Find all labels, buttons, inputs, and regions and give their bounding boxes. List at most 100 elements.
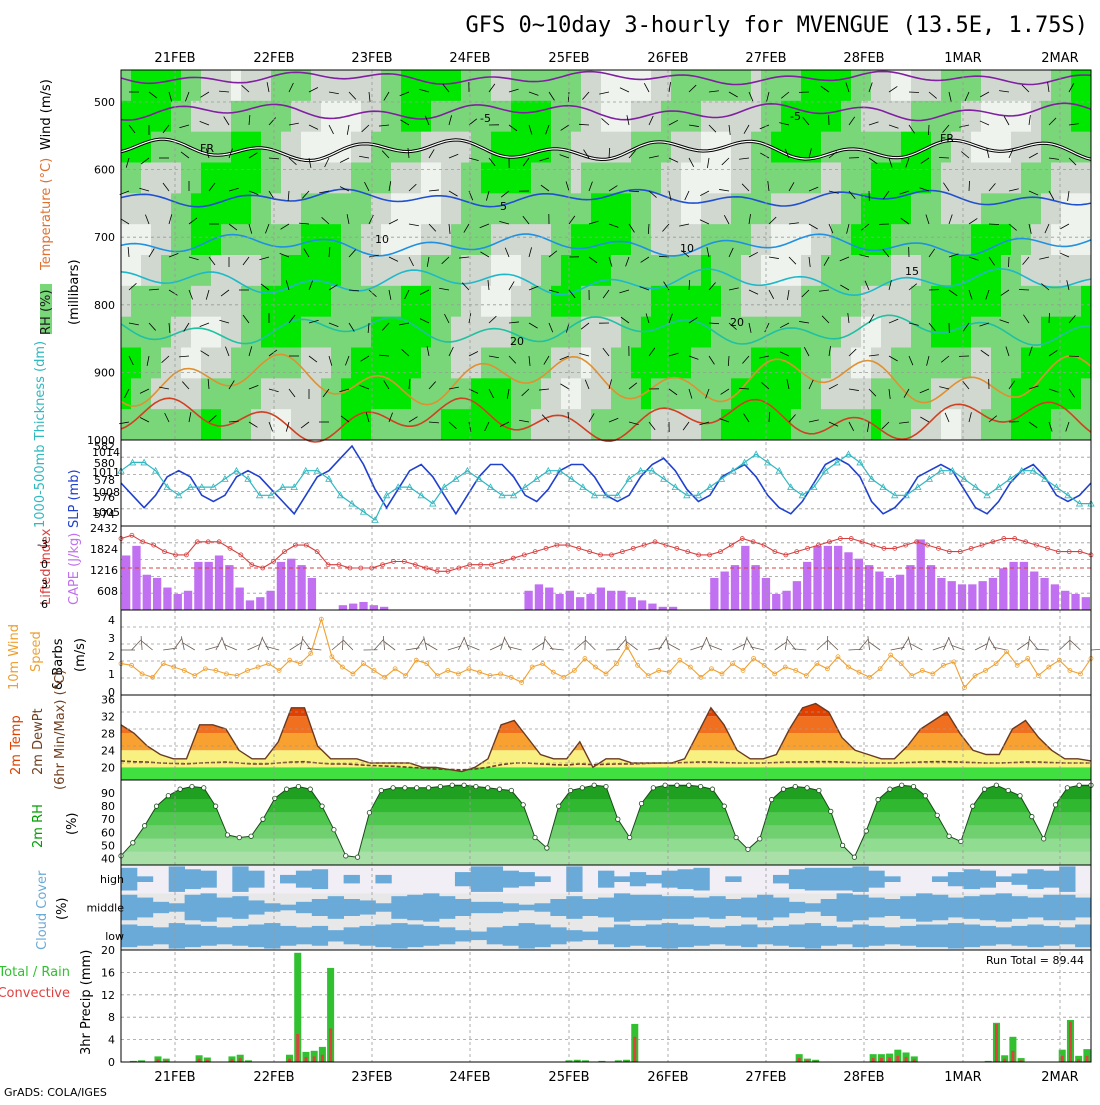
- rh-cell: [731, 286, 742, 317]
- rh-cell: [911, 348, 922, 379]
- rh-cell: [391, 101, 402, 132]
- rh-cell: [371, 101, 382, 132]
- rh-cell: [391, 348, 402, 379]
- rh-cell: [841, 193, 852, 224]
- cloud-cell: [137, 898, 153, 918]
- rh-cell: [201, 193, 212, 224]
- rh-cell: [251, 348, 262, 379]
- rh-cell: [181, 409, 192, 440]
- rh-cell: [321, 163, 332, 194]
- rh-cell: [991, 409, 1002, 440]
- rh-cell: [671, 163, 682, 194]
- rh-cell: [701, 193, 712, 224]
- rh-cell: [871, 101, 882, 132]
- rh-cell: [181, 163, 192, 194]
- rh-cell: [781, 409, 792, 440]
- surface-wind-barb: [1017, 642, 1028, 650]
- rh2m-marker: [509, 788, 513, 792]
- rh2m-marker: [888, 787, 892, 791]
- rh-cell: [191, 255, 202, 286]
- rh-cell: [331, 70, 342, 101]
- rh-cell: [1081, 193, 1092, 224]
- rh-cell: [361, 317, 372, 348]
- date-label-top: 1MAR: [944, 51, 981, 66]
- cloud-cell: [789, 869, 805, 889]
- rh-cell: [331, 348, 342, 379]
- rh-cell: [671, 348, 682, 379]
- rh-cell: [561, 378, 572, 409]
- surface-wind-barb: [501, 637, 505, 650]
- rh-cell: [821, 317, 832, 348]
- rh-cell: [411, 378, 422, 409]
- rh-cell: [541, 193, 552, 224]
- wind-barb: [1008, 257, 1009, 267]
- rh-band: [121, 852, 1091, 865]
- rh-cell: [891, 224, 902, 255]
- rh-cell: [541, 317, 552, 348]
- rh-cell: [381, 409, 392, 440]
- rh-cell: [211, 70, 222, 101]
- rh-cell: [951, 255, 962, 286]
- rh-cell: [201, 101, 212, 132]
- surface-wind-barb: [586, 640, 596, 650]
- rh-cell: [291, 70, 302, 101]
- rh2m-marker: [379, 788, 383, 792]
- rh-cell: [991, 163, 1002, 194]
- rh2m-marker: [840, 843, 844, 847]
- rh-cell: [531, 224, 542, 255]
- wind-tick: 3: [108, 632, 115, 645]
- rh2m-marker: [639, 801, 643, 805]
- rh2m-marker: [864, 829, 868, 833]
- rh-cell: [591, 317, 602, 348]
- rh-cell: [1031, 348, 1042, 379]
- rh-cell: [581, 193, 592, 224]
- rh2m-marker: [273, 796, 277, 800]
- temp-band: [121, 716, 1091, 733]
- rh-cell: [681, 317, 692, 348]
- rh-cell: [661, 348, 672, 379]
- rh-cell: [291, 193, 302, 224]
- rh-cell: [591, 378, 602, 409]
- cloud-cell: [137, 926, 153, 946]
- rh-cell: [991, 378, 1002, 409]
- rh-cell: [901, 101, 912, 132]
- rh-cell: [231, 70, 242, 101]
- rh-cell: [331, 101, 342, 132]
- rh-cell: [181, 101, 192, 132]
- rh-cell: [701, 255, 712, 286]
- rh-cell: [221, 378, 232, 409]
- rh-cell: [321, 193, 332, 224]
- cape-bar: [855, 559, 863, 610]
- rh-cell: [641, 255, 652, 286]
- chart-title: GFS 0~10day 3-hourly for MVENGUE (13.5E,…: [465, 13, 1088, 38]
- rh-cell: [661, 378, 672, 409]
- rh2m-marker: [462, 783, 466, 787]
- rh-cell: [781, 224, 792, 255]
- rh-cell: [431, 348, 442, 379]
- rh-cell: [831, 378, 842, 409]
- cape-bar: [638, 600, 646, 610]
- rh-cell: [851, 286, 862, 317]
- rh-cell: [441, 70, 452, 101]
- rh-cell: [1061, 348, 1072, 379]
- precip-convective-bar: [995, 1024, 998, 1062]
- rh-cell: [931, 409, 942, 440]
- rh-cell: [891, 286, 902, 317]
- rh-cell: [351, 317, 362, 348]
- cloud-cell: [646, 875, 662, 884]
- rh-cell: [421, 348, 432, 379]
- rh-cell: [531, 101, 542, 132]
- rh-cell: [871, 163, 882, 194]
- cloud-level-label: high: [100, 873, 124, 886]
- rh-cell: [651, 348, 662, 379]
- cloud-cell: [725, 876, 741, 882]
- rh-cell: [141, 224, 152, 255]
- rh-cell: [611, 224, 622, 255]
- cloud-cell: [741, 925, 757, 948]
- rh-cell: [411, 70, 422, 101]
- cape-bar: [999, 568, 1007, 610]
- cape-bar: [772, 594, 780, 610]
- rh-cell: [851, 163, 862, 194]
- cloud-cell: [678, 896, 694, 919]
- rh-cell: [301, 317, 312, 348]
